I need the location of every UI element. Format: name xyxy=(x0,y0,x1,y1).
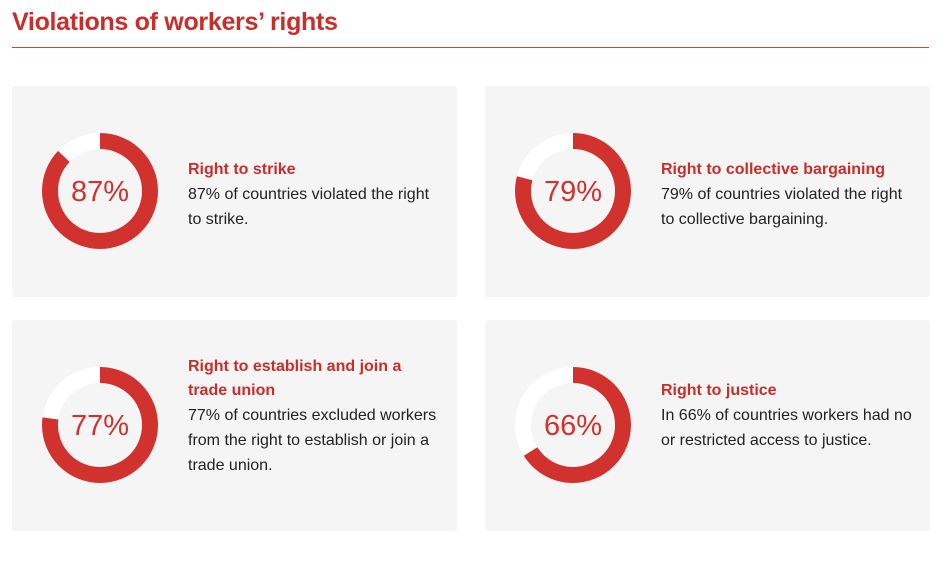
donut-chart: 66% xyxy=(514,366,632,484)
donut-svg: 77% xyxy=(42,367,158,483)
donut-arc xyxy=(42,367,158,483)
page-title: Violations of workers’ rights xyxy=(12,8,338,36)
stat-text: Right to strike 87% of countries violate… xyxy=(188,158,440,232)
donut-arc xyxy=(515,133,631,249)
stat-description: 79% of countries violated the right to c… xyxy=(661,186,903,228)
title-divider xyxy=(12,47,929,48)
donut-chart: 87% xyxy=(41,132,159,250)
stat-text: Right to collective bargaining 79% of co… xyxy=(661,158,913,232)
donut-svg: 87% xyxy=(42,133,158,249)
donut-svg: 66% xyxy=(515,367,631,483)
donut-percent-label: 79% xyxy=(544,176,602,208)
donut-arc xyxy=(42,133,158,249)
stat-card-right-to-justice: 66% Right to justice In 66% of countries… xyxy=(485,320,930,531)
stat-heading: Right to collective bargaining xyxy=(661,161,886,178)
stat-description: In 66% of countries workers had no or re… xyxy=(661,407,912,449)
stat-heading: Right to justice xyxy=(661,382,777,399)
donut-percent-label: 77% xyxy=(71,410,129,442)
stat-text: Right to establish and join a trade unio… xyxy=(188,355,440,478)
donut-arc xyxy=(515,367,631,483)
stat-card-right-to-trade-union: 77% Right to establish and join a trade … xyxy=(12,320,457,531)
stat-text: Right to justice In 66% of countries wor… xyxy=(661,379,913,453)
donut-chart: 77% xyxy=(41,366,159,484)
donut-chart: 79% xyxy=(514,132,632,250)
stat-description: 77% of countries excluded workers from t… xyxy=(188,407,437,474)
donut-percent-label: 87% xyxy=(71,176,129,208)
donut-percent-label: 66% xyxy=(544,410,602,442)
stat-heading: Right to establish and join a trade unio… xyxy=(188,358,402,399)
stat-description: 87% of countries violated the right to s… xyxy=(188,186,430,228)
stat-card-right-to-collective-bargaining: 79% Right to collective bargaining 79% o… xyxy=(485,86,930,297)
stat-heading: Right to strike xyxy=(188,161,296,178)
donut-svg: 79% xyxy=(515,133,631,249)
stat-card-right-to-strike: 87% Right to strike 87% of countries vio… xyxy=(12,86,457,297)
